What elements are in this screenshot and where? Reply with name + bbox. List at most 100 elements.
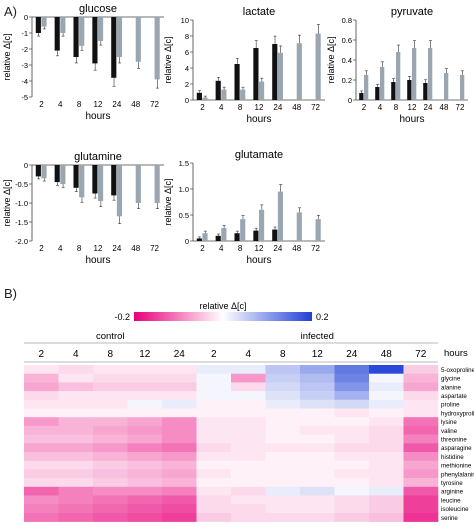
heatmap-cell: [403, 408, 439, 418]
heatmap-cell: [231, 460, 266, 470]
heatmap-cell: [162, 382, 197, 392]
row-label-hydroxyproline: hydroxyproline: [441, 410, 474, 417]
bar-control-4h: [375, 87, 380, 100]
x-tick-label: 8: [238, 244, 243, 253]
heatmap-cell: [334, 417, 370, 427]
y-tick-label: -2: [21, 45, 28, 54]
x-tick-label: 48: [131, 244, 140, 253]
heatmap-cell: [162, 452, 197, 461]
heatmap-cell: [24, 417, 59, 427]
heatmap-cell: [300, 373, 335, 383]
heatmap-cell: [231, 495, 266, 505]
heatmap-cell: [300, 399, 335, 409]
heatmap-cell: [334, 495, 370, 505]
heatmap-cell: [300, 434, 335, 444]
heatmap-cell: [24, 365, 59, 374]
bar-infected-72h: [315, 33, 321, 100]
heatmap-cell: [231, 469, 266, 479]
heatmap-cell: [127, 443, 163, 453]
heatmap-cell: [369, 417, 404, 427]
x-tick-label: 24: [273, 244, 282, 253]
heatmap-cell: [196, 434, 232, 444]
heatmap-cell: [93, 382, 128, 392]
bar-infected-8h: [79, 17, 85, 46]
row-label-isoleucine: isoleucine: [441, 506, 469, 513]
heatmap-cell: [334, 365, 370, 374]
heatmap-cell: [127, 399, 163, 409]
bar-control-8h: [234, 233, 240, 241]
column-label: 24: [346, 349, 358, 360]
heatmap-cell: [369, 373, 404, 383]
heatmap-cell: [334, 399, 370, 409]
heatmap-cell: [265, 434, 301, 444]
bar-infected-4h: [221, 228, 227, 241]
heatmap-cell: [93, 452, 128, 461]
heatmap-cell: [403, 434, 439, 444]
bar-infected-12h: [98, 17, 104, 41]
heatmap-cell: [334, 469, 370, 479]
x-tick-label: 2: [362, 103, 367, 112]
heatmap-cell: [265, 504, 301, 514]
heatmap-cell: [231, 486, 266, 496]
row-label-tyrosine: tyrosine: [441, 480, 463, 487]
row-label-leucine: leucine: [441, 497, 461, 504]
y-tick-label: 6: [185, 48, 189, 57]
x-tick-label: 72: [150, 244, 159, 253]
y-axis-label: relative Δ[c]: [163, 178, 173, 225]
heatmap-cell: [231, 443, 266, 453]
heatmap-cell: [58, 373, 94, 383]
x-tick-label: 24: [273, 103, 282, 112]
x-axis-label: hours: [399, 114, 424, 125]
heatmap-cell: [127, 417, 163, 427]
x-tick-label: 8: [77, 244, 82, 253]
heatmap-cell: [58, 443, 94, 453]
heatmap-cell: [93, 486, 128, 496]
y-tick-label: 2: [185, 80, 189, 89]
heatmap-cell: [265, 382, 301, 392]
chart-title: glutamate: [235, 149, 283, 161]
heatmap-cell: [58, 391, 94, 401]
heatmap-cell: [58, 425, 94, 435]
x-tick-label: 12: [255, 244, 264, 253]
column-label: 8: [107, 349, 113, 360]
heatmap-cell: [127, 512, 163, 522]
heatmap-cell: [300, 469, 335, 479]
y-axis-label: relative Δ[c]: [163, 36, 173, 83]
heatmap-cell: [403, 512, 439, 522]
heatmap-cell: [334, 425, 370, 435]
bar-infected-12h: [98, 165, 104, 202]
heatmap-cell: [162, 373, 197, 383]
heatmap-cell: [127, 478, 163, 488]
bar-control-12h: [407, 80, 412, 100]
heatmap-cell: [24, 399, 59, 409]
bar-control-12h: [253, 48, 259, 100]
chart-title: pyruvate: [391, 6, 433, 18]
heatmap-cell: [162, 399, 197, 409]
heatmap-cell: [403, 391, 439, 401]
heatmap-cell: [196, 452, 232, 461]
heatmap-cell: [231, 391, 266, 401]
heatmap-cell: [403, 469, 439, 479]
row-label-valine: valine: [441, 428, 458, 435]
bar-infected-2h: [202, 97, 208, 100]
bar-infected-48h: [296, 43, 302, 100]
heatmap-cell: [24, 495, 59, 505]
heatmap-cell: [265, 486, 301, 496]
bar-infected-12h: [259, 209, 265, 241]
bar-infected-48h: [135, 17, 141, 62]
heatmap-cell: [300, 365, 335, 374]
bar-control-8h: [73, 17, 79, 57]
bar-infected-48h: [135, 165, 141, 203]
heatmap-cell: [127, 373, 163, 383]
heatmap-cell: [369, 452, 404, 461]
bar-control-12h: [92, 165, 98, 194]
row-label-histidine: histidine: [441, 454, 464, 461]
heatmap-cell: [196, 460, 232, 470]
y-tick-label: 0.6: [342, 36, 352, 45]
heatmap-cell: [93, 391, 128, 401]
row-label-5-oxoproline: 5-oxoproline: [441, 367, 474, 374]
y-tick-label: 0.2: [342, 76, 352, 85]
bar-infected-4h: [380, 67, 385, 100]
heatmap-cell: [231, 399, 266, 409]
